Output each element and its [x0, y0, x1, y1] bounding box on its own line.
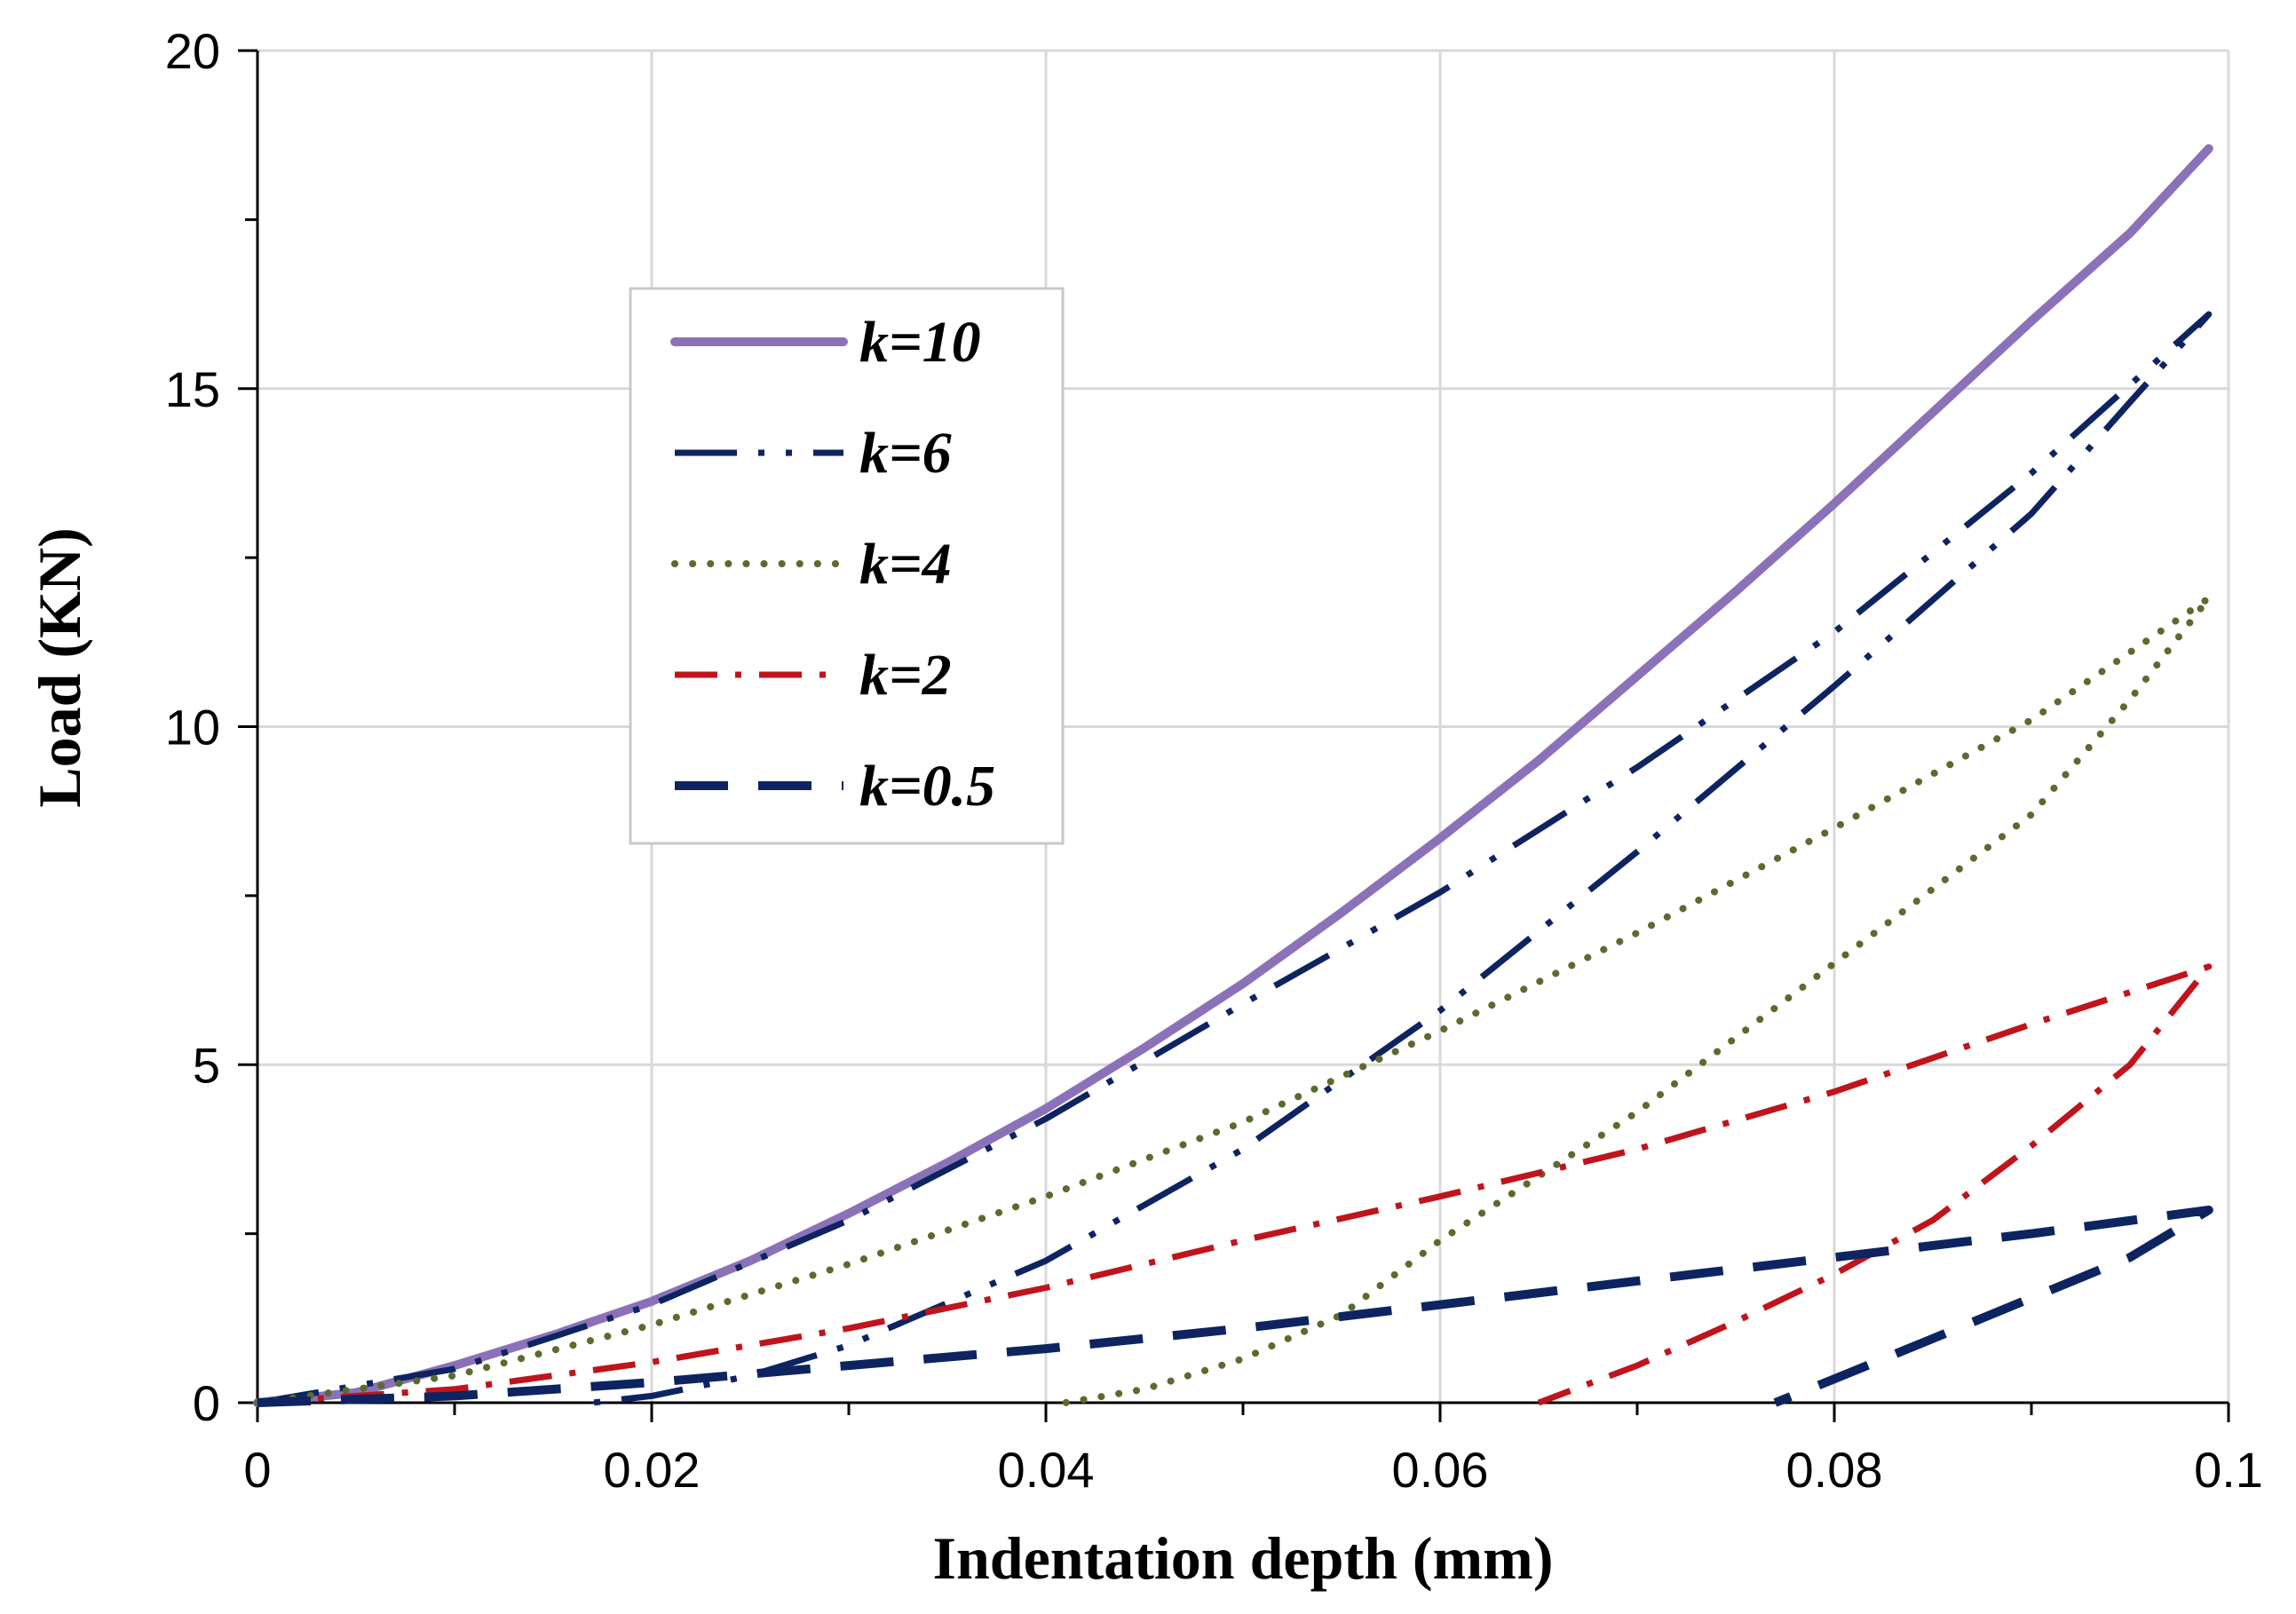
y-tick-label: 20	[165, 23, 220, 79]
y-tick-label: 15	[165, 361, 220, 417]
x-tick-label: 0.1	[2194, 1442, 2263, 1498]
grid	[257, 49, 2230, 1403]
legend-box	[629, 287, 1065, 845]
legend-label-k-4: k=4	[859, 532, 952, 597]
y-axis-title: Load (KN)	[26, 527, 93, 807]
x-axis-title: Indentation depth (mm)	[933, 1524, 1554, 1592]
legend-label-k-6: k=6	[859, 421, 952, 486]
y-tick-label: 0	[193, 1375, 220, 1431]
y-tick-label: 10	[165, 700, 220, 756]
series-line-k-2	[257, 963, 2213, 1406]
y-tick-label: 5	[193, 1037, 220, 1093]
tick-labels: 0 0.02 0.04 0.06 0.08 0.1 0 5 10 15 20	[165, 23, 2263, 1498]
x-tick-label: 0.02	[604, 1442, 701, 1498]
x-tick-label: 0.06	[1392, 1442, 1489, 1498]
series-line-k-4	[254, 594, 2213, 1406]
legend-label-k-10: k=10	[859, 310, 981, 375]
legend-label-k-0-5: k=0.5	[859, 754, 995, 819]
series-line-k-0-5	[257, 1206, 2213, 1407]
axes	[238, 49, 2230, 1422]
series-line-k-6	[257, 311, 2213, 1406]
x-tick-label: 0.04	[998, 1442, 1095, 1498]
legend: k=10 k=6 k=4 k=2 k=0.5	[629, 287, 1065, 845]
series-group	[253, 144, 2213, 1407]
legend-label-k-2: k=2	[859, 643, 952, 708]
x-tick-label: 0.08	[1786, 1442, 1883, 1498]
x-tick-label: 0	[243, 1442, 271, 1498]
